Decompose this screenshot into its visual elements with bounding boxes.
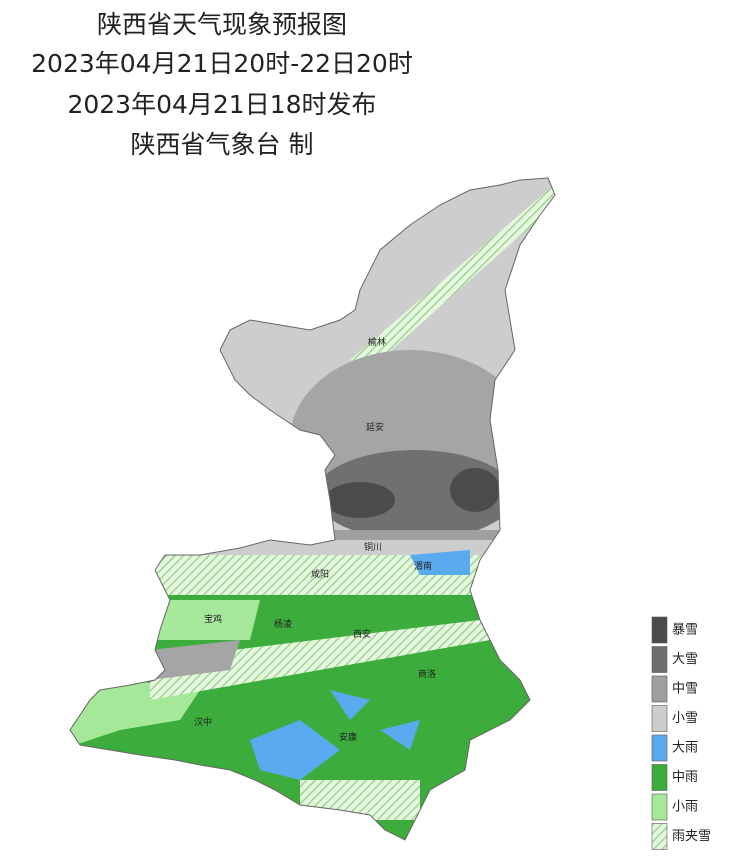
city: 西安 xyxy=(353,628,371,640)
legend-swatch xyxy=(651,823,668,850)
period: 2023年04月21日20时-22日20时 xyxy=(31,49,413,78)
city-labels: 榆林 延安 铜川 渭南 咸阳 宝鸡 杨凌 西安 商洛 汉中 安康 xyxy=(194,336,436,743)
city: 榆林 xyxy=(368,336,386,348)
legend-swatch xyxy=(651,675,668,703)
title: 陕西省天气现象预报图 xyxy=(97,10,347,39)
city: 渭南 xyxy=(414,560,432,572)
city: 商洛 xyxy=(418,668,436,680)
city: 延安 xyxy=(366,421,384,433)
legend-swatch xyxy=(651,705,668,732)
legend-label: 暴雪 xyxy=(672,623,698,638)
issued: 2023年04月21日18时发布 xyxy=(67,90,376,119)
legend-label: 大雨 xyxy=(672,741,698,756)
legend-label: 雨夹雪 xyxy=(672,829,711,844)
publisher: 陕西省气象台 制 xyxy=(131,130,314,159)
legend-label: 小雪 xyxy=(672,711,698,726)
city: 安康 xyxy=(339,731,357,743)
legend-label: 中雨 xyxy=(672,770,698,785)
legend-swatch xyxy=(651,764,668,791)
legend-label: 中雪 xyxy=(672,682,698,697)
city: 杨凌 xyxy=(274,618,292,630)
legend-label: 大雪 xyxy=(672,652,698,667)
legend-swatch xyxy=(651,734,668,762)
city: 汉中 xyxy=(194,716,212,728)
legend-swatch xyxy=(651,616,668,644)
city: 宝鸡 xyxy=(204,613,222,625)
legend-swatch xyxy=(651,793,668,821)
city: 铜川 xyxy=(364,541,382,553)
city: 咸阳 xyxy=(311,568,329,580)
legend-label: 小雨 xyxy=(672,800,698,815)
legend-swatch xyxy=(651,646,668,673)
